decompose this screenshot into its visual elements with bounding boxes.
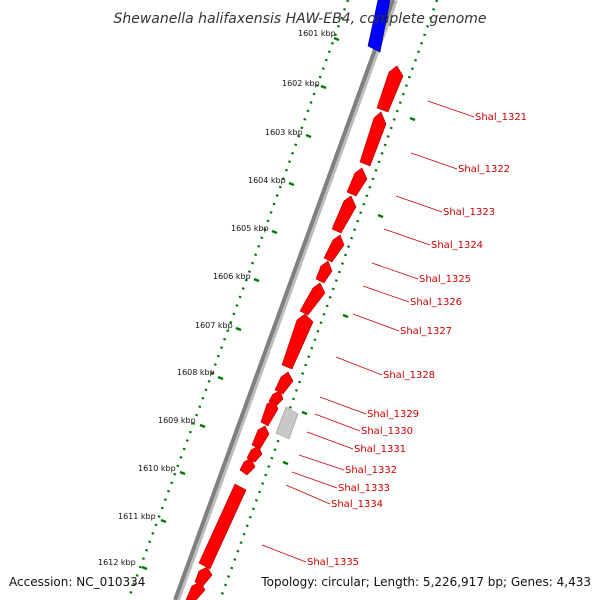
gene-label-shal-1326[interactable]: Shal_1326 bbox=[410, 297, 462, 308]
ruler-tick bbox=[179, 470, 186, 476]
ruler-label: 1601 kbp bbox=[298, 29, 336, 38]
gene-arrow[interactable] bbox=[185, 581, 206, 600]
gene-arrow-shal-1322[interactable] bbox=[359, 111, 387, 167]
gene-label-shal-1329[interactable]: Shal_1329 bbox=[367, 409, 419, 420]
ruler-label: 1610 kbp bbox=[138, 464, 176, 473]
ruler-tick bbox=[342, 313, 349, 319]
ruler-tick bbox=[271, 229, 278, 235]
gene-arrow-shal-1335[interactable] bbox=[198, 483, 247, 570]
leader-line bbox=[362, 285, 410, 303]
ruler-tick bbox=[217, 375, 224, 381]
gene-label-shal-1333[interactable]: Shal_1333 bbox=[338, 483, 390, 494]
ruler-label: 1604 kbp bbox=[248, 176, 286, 185]
ruler-label: 1602 kbp bbox=[282, 79, 320, 88]
gene-arrow-shal-1328[interactable] bbox=[281, 313, 314, 370]
ruler-label: 1608 kbp bbox=[177, 368, 215, 377]
ruler-label: 1607 kbp bbox=[195, 321, 233, 330]
gene-label-shal-1321[interactable]: Shal_1321 bbox=[475, 112, 527, 123]
gene-label-shal-1334[interactable]: Shal_1334 bbox=[331, 499, 383, 510]
ruler-tick bbox=[301, 410, 308, 416]
gene-label-shal-1322[interactable]: Shal_1322 bbox=[458, 164, 510, 175]
leader-line bbox=[383, 228, 431, 246]
ruler-label: 1609 kbp bbox=[158, 416, 196, 425]
ruler-label: 1611 kbp bbox=[118, 512, 156, 521]
gene-label-shal-1335[interactable]: Shal_1335 bbox=[307, 557, 359, 568]
gene-label-shal-1328[interactable]: Shal_1328 bbox=[383, 370, 435, 381]
accession-text: Accession: NC_010334 bbox=[9, 575, 145, 589]
gene-pseudo-shal-1330[interactable] bbox=[275, 406, 299, 440]
gene-arrow[interactable] bbox=[194, 566, 213, 587]
ruler-tick bbox=[409, 116, 416, 122]
leader-line bbox=[352, 313, 400, 332]
gene-label-shal-1324[interactable]: Shal_1324 bbox=[431, 240, 483, 251]
ruler-tick bbox=[141, 565, 148, 571]
leader-line bbox=[427, 100, 475, 118]
leader-line bbox=[291, 471, 338, 489]
gene-arrow-shal-1321[interactable] bbox=[376, 65, 404, 113]
ruler-tick bbox=[282, 460, 289, 466]
gene-label-shal-1323[interactable]: Shal_1323 bbox=[443, 207, 495, 218]
ruler-label: 1606 kbp bbox=[213, 272, 251, 281]
gene-features bbox=[185, 0, 404, 600]
leader-line bbox=[410, 152, 458, 170]
ruler-tick bbox=[235, 326, 242, 332]
leader-line bbox=[261, 544, 307, 563]
leader-line bbox=[371, 262, 419, 280]
ruler-tick bbox=[253, 277, 260, 283]
gene-label-shal-1331[interactable]: Shal_1331 bbox=[354, 444, 406, 455]
gene-label-shal-1325[interactable]: Shal_1325 bbox=[419, 274, 471, 285]
gene-label-shal-1332[interactable]: Shal_1332 bbox=[345, 465, 397, 476]
gene-arrow-shal-1325[interactable] bbox=[323, 234, 345, 263]
gene-label-shal-1330[interactable]: Shal_1330 bbox=[361, 426, 413, 437]
ruler-label: 1605 kbp bbox=[231, 224, 269, 233]
leader-line bbox=[335, 356, 383, 376]
ruler-tick bbox=[333, 36, 340, 42]
leader-line bbox=[285, 484, 331, 505]
leader-line bbox=[319, 396, 367, 415]
ruler-label: 1612 kbp bbox=[98, 558, 136, 567]
gene-arrow-shal-1332[interactable] bbox=[251, 425, 270, 450]
ruler-ticks bbox=[141, 36, 416, 571]
gene-arrow-shal-1331[interactable] bbox=[260, 399, 279, 427]
gene-label-shal-1327[interactable]: Shal_1327 bbox=[400, 326, 452, 337]
gene-arrow-shal-1324[interactable] bbox=[331, 195, 357, 234]
gene-arrow-shal-1326[interactable] bbox=[315, 260, 333, 284]
gene-arrow-shal-1323[interactable] bbox=[346, 167, 368, 197]
ruler-labels: 1601 kbp 1602 kbp 1603 kbp 1604 kbp 1605… bbox=[98, 29, 336, 567]
leader-line bbox=[306, 431, 354, 450]
map-title: Shewanella halifaxensis HAW-EB4, complet… bbox=[113, 11, 486, 27]
gene-arrow-shal-1334[interactable] bbox=[239, 457, 256, 476]
kbp-ruler-track bbox=[126, 0, 350, 600]
gene-arrow-shal-1329[interactable] bbox=[274, 371, 294, 395]
gene-labels: Shal_1321 Shal_1322 Shal_1323 Shal_1324 … bbox=[307, 112, 527, 568]
ruler-tick bbox=[377, 213, 384, 219]
label-leaders bbox=[261, 100, 475, 563]
leader-line bbox=[298, 454, 345, 471]
ruler-label: 1603 kbp bbox=[265, 128, 303, 137]
leader-line bbox=[395, 195, 443, 213]
leader-line bbox=[314, 413, 361, 432]
ruler-tick bbox=[199, 423, 206, 429]
ruler-tick bbox=[288, 181, 295, 187]
topology-text: Topology: circular; Length: 5,226,917 bp… bbox=[260, 575, 591, 589]
ruler-tick bbox=[160, 518, 167, 524]
ruler-tick bbox=[305, 133, 312, 139]
genome-backbone bbox=[173, 0, 395, 600]
ruler-tick bbox=[320, 84, 327, 90]
gene-arrow-shal-1327[interactable] bbox=[299, 282, 326, 316]
gene-other-strand[interactable] bbox=[367, 0, 391, 53]
